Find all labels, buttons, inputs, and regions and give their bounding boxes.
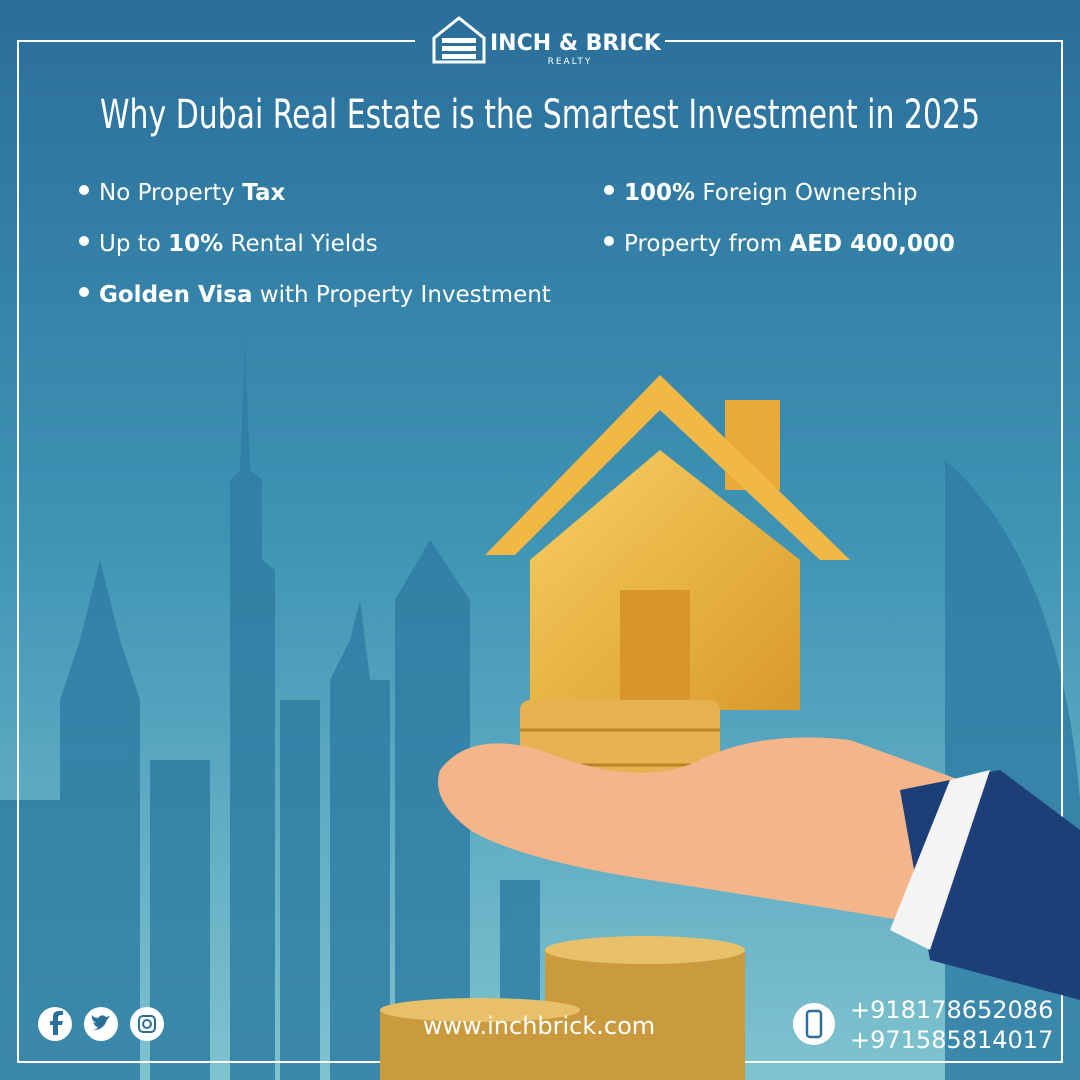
bullet-segment: Golden Visa — [99, 282, 253, 308]
hand — [438, 737, 1080, 1000]
bullet-text: Up to 10% Rental Yields — [99, 231, 378, 257]
brand-name: INCH & BRICK — [490, 31, 662, 56]
phone-icon — [793, 1003, 835, 1045]
bullet-segment: 100% — [624, 180, 695, 206]
bullet-dot — [79, 185, 89, 195]
logo: INCH & BRICK REALTY — [432, 16, 662, 67]
bullet-segment: 10% — [168, 231, 223, 257]
bullet-segment: Property from — [624, 231, 789, 257]
bullet-text: Property from AED 400,000 — [624, 231, 955, 257]
bullet-dot — [79, 287, 89, 297]
bullet-segment: No Property — [99, 180, 242, 206]
bullet-text: 100% Foreign Ownership — [624, 180, 917, 206]
bullet-segment: with Property Investment — [253, 282, 551, 308]
bullet-text: Golden Visa with Property Investment — [99, 282, 551, 308]
bullet-segment: Rental Yields — [223, 231, 378, 257]
phone: +971585814017 — [850, 1026, 1053, 1054]
bullet-segment: Tax — [242, 180, 285, 206]
title: Why Dubai Real Estate is the Smartest In… — [100, 92, 980, 138]
social-icons — [38, 1007, 164, 1041]
bullet-segment: Foreign Ownership — [695, 180, 917, 206]
bullet-dot — [604, 236, 614, 246]
skyline — [0, 340, 1080, 1080]
bullet-segment: AED 400,000 — [789, 231, 954, 257]
bullet-dot — [604, 185, 614, 195]
bullet-list: No Property Tax 100% Foreign Ownership Up … — [79, 180, 955, 308]
bullet-segment: Up to — [99, 231, 168, 257]
coin-stack — [380, 936, 745, 1080]
brand-tagline: REALTY — [548, 57, 593, 67]
bullet-text: No Property Tax — [99, 180, 285, 206]
bullet-dot — [79, 236, 89, 246]
phone: +918178652086 — [850, 996, 1053, 1024]
website: www.inchbrick.com — [423, 1012, 655, 1040]
